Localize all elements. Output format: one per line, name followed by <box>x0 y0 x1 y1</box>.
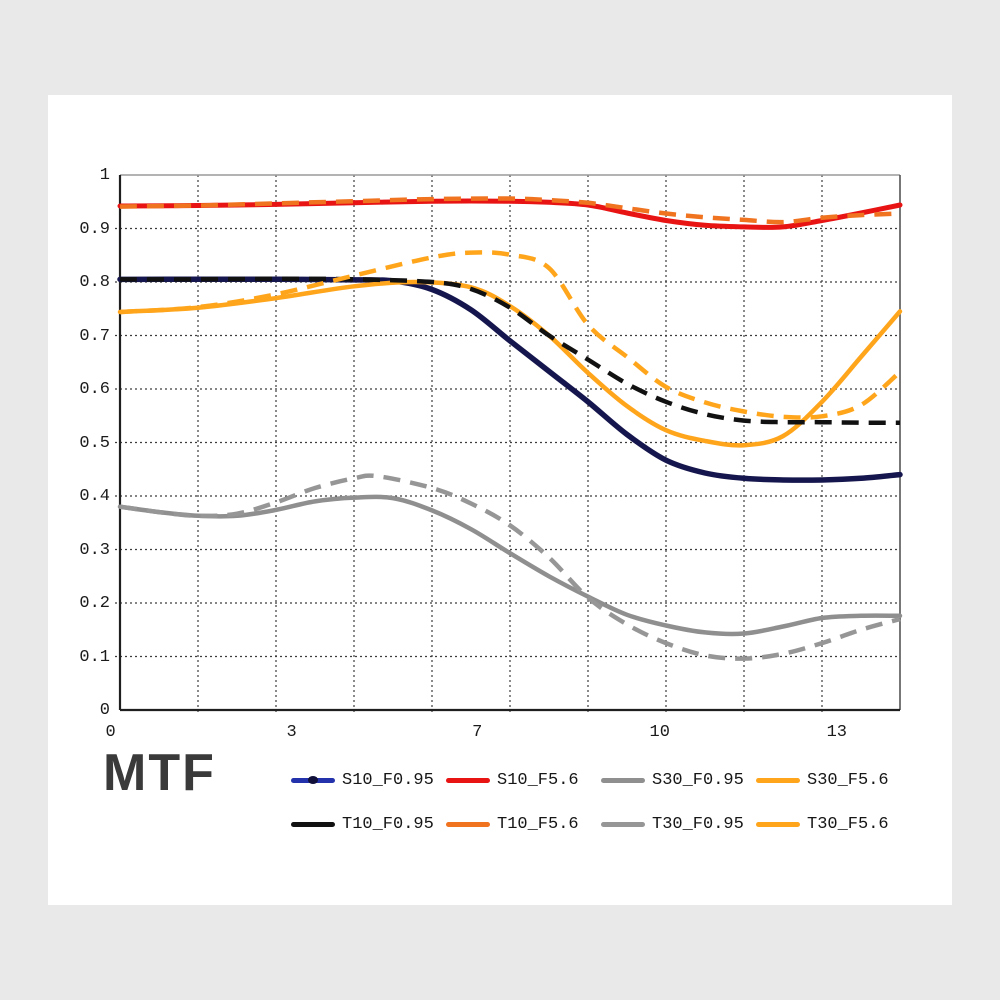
legend-item-S30_F5.6: S30_F5.6 <box>756 771 911 790</box>
y-tick-label: 0.9 <box>79 219 110 239</box>
curve-S10_F5.6 <box>117 198 903 230</box>
legend-item-S10_F0.95: S10_F0.95 <box>291 771 446 790</box>
legend-swatch-icon <box>291 821 335 827</box>
legend-row: S10_F0.95 S10_F5.6 S30_F0.95 S30_F5.6 <box>291 758 941 802</box>
x-tick-label: 13 <box>826 723 848 742</box>
curve-S30_F0.95 <box>117 494 903 637</box>
curve-T30_F0.95 <box>119 473 901 661</box>
legend-label: T30_F0.95 <box>652 814 744 834</box>
y-tick-label: 0.1 <box>79 647 110 667</box>
legend-swatch-icon <box>291 776 335 784</box>
curve-S10_F0.95 <box>117 276 903 483</box>
legend-swatch-icon <box>446 821 490 827</box>
y-tick-label: 0.7 <box>79 326 110 346</box>
y-tick-label: 0.3 <box>79 540 110 560</box>
legend-label: S30_F0.95 <box>652 770 744 790</box>
legend-item-T10_F0.95: T10_F0.95 <box>291 815 446 834</box>
legend-item-T30_F0.95: T30_F0.95 <box>601 815 756 834</box>
legend-swatch-icon <box>756 777 800 783</box>
x-tick-label: 0 <box>105 723 116 742</box>
legend-label: S10_F0.95 <box>342 770 434 790</box>
x-tick-label: 7 <box>472 723 483 742</box>
plot-area: 1 0.9 0.8 0.7 0.6 0.5 0.4 0.3 0.2 0.1 0 0 3 7 10 13 <box>79 167 903 741</box>
chart-card: 1 0.9 0.8 0.7 0.6 0.5 0.4 0.3 0.2 0.1 0 0 3 7 10 13 MT… <box>48 95 952 905</box>
legend-item-T30_F5.6: T30_F5.6 <box>756 815 911 834</box>
legend-swatch-dot-icon <box>308 776 318 784</box>
y-tick-label: 0.5 <box>79 433 110 453</box>
y-tick-label: 0.4 <box>79 487 110 506</box>
curve-T10_F5.6 <box>119 196 901 225</box>
legend-row: T10_F0.95 T10_F5.6 T30_F0.95 T30_F5.6 <box>291 802 941 846</box>
x-tick-label: 3 <box>286 723 297 742</box>
y-tick-label: 1 <box>99 166 110 185</box>
legend-swatch-icon <box>601 821 645 827</box>
y-tick-label: 0.2 <box>79 594 110 613</box>
legend-item-T10_F5.6: T10_F5.6 <box>446 815 601 834</box>
curve-T10_F0.95 <box>119 276 901 425</box>
y-tick-label: 0.6 <box>79 380 110 399</box>
legend-item-S10_F5.6: S10_F5.6 <box>446 771 601 790</box>
x-tick-label: 10 <box>649 723 670 742</box>
legend-label: T30_F5.6 <box>807 814 889 834</box>
legend-swatch-icon <box>756 821 800 827</box>
y-tick-label: 0.8 <box>79 273 110 292</box>
chart-title: MTF <box>103 744 216 802</box>
legend-label: S10_F5.6 <box>497 770 579 790</box>
mtf-chart-canvas <box>115 174 903 715</box>
curve-S30_F5.6 <box>117 279 903 448</box>
curve-T30_F5.6 <box>119 250 902 420</box>
chart-legend: S10_F0.95 S10_F5.6 S30_F0.95 S30_F5.6 T10_F0… <box>291 758 941 846</box>
legend-item-S30_F0.95: S30_F0.95 <box>601 771 756 790</box>
legend-swatch-icon <box>446 777 490 783</box>
legend-label: T10_F0.95 <box>342 814 434 834</box>
legend-swatch-icon <box>601 777 645 783</box>
y-tick-label: 0 <box>99 701 110 720</box>
legend-label: S30_F5.6 <box>807 770 889 790</box>
legend-label: T10_F5.6 <box>497 814 579 834</box>
